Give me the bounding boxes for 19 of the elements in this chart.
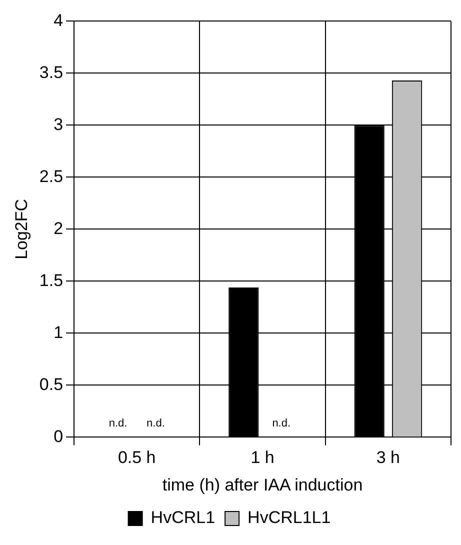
y-axis-title: Log2FC — [12, 198, 31, 260]
legend-label: HvCRL1L1 — [248, 508, 331, 528]
y-tick-label: 0 — [54, 426, 64, 446]
y-tick-label: 1 — [54, 322, 64, 342]
annotation: n.d. — [108, 418, 128, 430]
annotation: n.d. — [272, 418, 291, 430]
y-tick-label: 2 — [54, 218, 64, 238]
y-tick-label: 0.5 — [39, 374, 64, 394]
y-tick-label: 3 — [54, 114, 64, 134]
x-tick-label: 0.5 h — [118, 448, 156, 468]
x-tick-label: 1 h — [250, 448, 274, 468]
y-tick-label: 3.5 — [39, 62, 64, 82]
y-tick-label: 4 — [54, 10, 64, 30]
annotation: n.d. — [146, 418, 165, 430]
y-tick-label: 2.5 — [39, 166, 64, 186]
legend-label: HvCRL1 — [150, 508, 216, 528]
x-tick-label: 3 h — [376, 448, 400, 468]
x-axis-title: time (h) after IAA induction — [162, 475, 363, 494]
y-tick-label: 1.5 — [39, 270, 64, 290]
